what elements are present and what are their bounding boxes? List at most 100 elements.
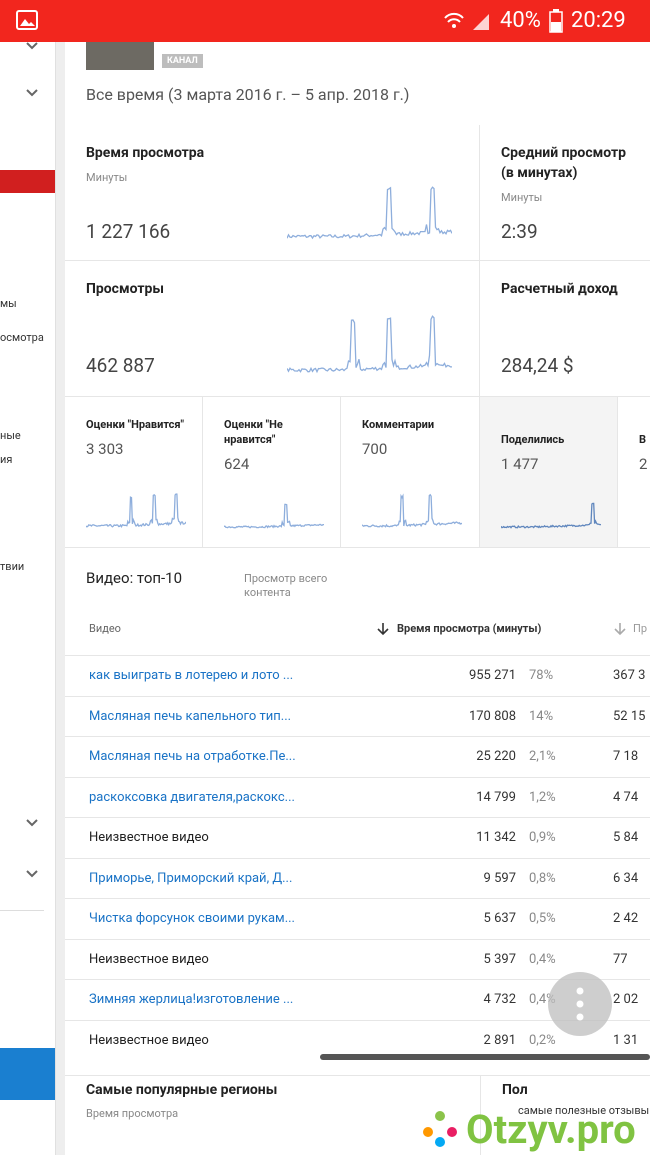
- sparkline: [287, 186, 452, 240]
- video-title[interactable]: Масляная печь на отработке.Пе...: [89, 749, 296, 764]
- sparkline: [224, 503, 324, 529]
- video-title[interactable]: раскоксовка двигателя,раскокс...: [89, 789, 295, 805]
- divider: [480, 1075, 481, 1155]
- video-title[interactable]: Неизвестное видео: [89, 830, 209, 845]
- watch-minutes: 170 808: [468, 708, 516, 724]
- sparkline: [287, 315, 452, 374]
- metric-card[interactable]: Комментарии 700: [341, 397, 480, 548]
- chevron[interactable]: [25, 819, 39, 829]
- battery-icon: [549, 9, 563, 33]
- channel-badge: КАНАЛ: [162, 54, 203, 68]
- table-row: Неизвестное видео 2 891 0,2% 1 31: [65, 1019, 650, 1061]
- video-title[interactable]: Масляная печь капельного тип...: [89, 708, 292, 724]
- table-row: Масляная печь на отработке.Пе... 25 220 2,…: [65, 736, 650, 777]
- watch-share: 2,1%: [529, 749, 556, 764]
- drawer-item[interactable]: осмотра: [0, 331, 44, 344]
- date-range[interactable]: Все время (3 марта 2016 г. – 5 апр. 2018…: [86, 85, 410, 104]
- video-title[interactable]: как выиграть в лотерею и лото ...: [89, 668, 294, 683]
- side-drawer: мы осмотра ные ия твии: [0, 42, 56, 1155]
- table-row: Приморье, Приморский край, Д... 9 597 0,8%…: [65, 857, 650, 899]
- card-title: Оценки "Не нравится": [224, 418, 283, 446]
- card-title: Время просмотра: [86, 145, 205, 161]
- status-bar: 40% 20:29: [0, 0, 650, 42]
- metric-card[interactable]: Оценки "Не нравится" 624: [203, 397, 341, 548]
- views: 1 31: [613, 1032, 639, 1048]
- sparkline: [362, 493, 462, 528]
- video-title[interactable]: Неизвестное видео: [89, 1032, 209, 1048]
- table-row: Чистка форсунок своими рукам... 5 637 0,5%…: [65, 898, 650, 939]
- gallery-icon: [16, 10, 38, 30]
- metric-card-selected[interactable]: Поделились 1 477: [480, 397, 618, 548]
- card-value: 462 887: [86, 354, 155, 377]
- metric-card[interactable]: Время просмотра Минуты 1 227 166: [65, 125, 480, 261]
- views: 367 3: [613, 668, 646, 683]
- watch-minutes: 14 799: [476, 789, 516, 805]
- sort-icon: [377, 623, 389, 636]
- card-value: 3 303: [86, 440, 124, 458]
- card-unit: Минуты: [86, 171, 128, 184]
- active-item[interactable]: [0, 170, 55, 193]
- views: 4 74: [613, 789, 639, 805]
- chevron[interactable]: [25, 89, 39, 99]
- column-header[interactable]: Пр: [633, 622, 648, 635]
- views: 5 84: [613, 830, 639, 845]
- button[interactable]: [0, 1048, 55, 1100]
- watch-share: 0,5%: [529, 911, 556, 926]
- column-header: Видео: [89, 622, 121, 635]
- card-value: 1 227 166: [86, 220, 171, 243]
- card-title: Просмотры: [86, 281, 164, 297]
- card-value: 1 477: [501, 455, 539, 473]
- watch-minutes: 5 637: [483, 911, 516, 926]
- views: 7 18: [613, 749, 639, 764]
- table-row: Масляная печь капельного тип... 170 808 14…: [65, 695, 650, 737]
- signal-icons: [444, 12, 489, 30]
- drawer-item[interactable]: твии: [0, 560, 25, 573]
- metric-card[interactable]: Расчетный доход 284,24 $: [480, 261, 650, 397]
- card-title: В: [639, 433, 647, 446]
- metric-card[interactable]: Просмотры 462 887: [65, 261, 480, 397]
- watch-share: 0,9%: [529, 830, 556, 845]
- drawer-item[interactable]: ные: [0, 429, 21, 442]
- chevron[interactable]: [25, 42, 39, 52]
- video-title[interactable]: Приморье, Приморский край, Д...: [89, 870, 293, 886]
- views: 2 42: [613, 911, 639, 926]
- video-title[interactable]: Чистка форсунок своими рукам...: [89, 911, 295, 926]
- drawer-item[interactable]: мы: [0, 297, 17, 310]
- views: 52 15: [613, 708, 646, 724]
- watermark-logo: [423, 1111, 457, 1147]
- video-title[interactable]: Зимняя жерлица!изготовление ...: [89, 992, 294, 1007]
- watch-share: 0,4%: [529, 951, 556, 967]
- watch-share: 1,2%: [529, 789, 556, 805]
- card-title: Поделились: [501, 433, 565, 446]
- table-row: раскоксовка двигателя,раскокс... 14 799 1,…: [65, 776, 650, 818]
- card-value: 284,24 $: [501, 354, 574, 377]
- video-title[interactable]: Неизвестное видео: [89, 951, 209, 967]
- metric-card[interactable]: Оценки "Нравится" 3 303: [65, 397, 203, 548]
- column-header[interactable]: Время просмотра (минуты): [397, 622, 542, 635]
- sparkline-path: [287, 315, 452, 374]
- watch-minutes: 25 220: [476, 749, 516, 764]
- metric-card[interactable]: Средний просмотр (в минутах) Минуты 2:39: [480, 125, 650, 261]
- battery-percent: 40%: [500, 8, 541, 33]
- watermark-tagline: самые полезные отзывы: [518, 1104, 650, 1117]
- divider: [0, 910, 44, 911]
- section-subtitle[interactable]: Просмотр всего контента: [244, 572, 328, 599]
- card-value: 700: [362, 440, 388, 458]
- table-row: Неизвестное видео 5 397 0,4% 77: [65, 938, 650, 980]
- analytics-panel: КАНАЛ Все время (3 марта 2016 г. – 5 апр…: [65, 42, 650, 1155]
- more-button[interactable]: [547, 971, 613, 1037]
- chevron[interactable]: [25, 870, 39, 880]
- section-title: Пол: [502, 1082, 528, 1098]
- table-row: Неизвестное видео 11 342 0,9% 5 84: [65, 817, 650, 858]
- card-title: Расчетный доход: [501, 281, 618, 297]
- card-title: Средний просмотр (в минутах): [501, 145, 626, 181]
- drawer-item[interactable]: ия: [0, 453, 13, 466]
- watch-minutes: 955 271: [468, 668, 516, 683]
- watermark-brand: Otzyv.pro: [466, 1106, 636, 1153]
- metric-card[interactable]: В 2: [618, 397, 650, 548]
- watch-minutes: 11 342: [476, 830, 516, 845]
- sort-icon: [614, 623, 626, 636]
- watch-minutes: 5 397: [483, 951, 516, 967]
- watch-share: 0,8%: [529, 870, 556, 886]
